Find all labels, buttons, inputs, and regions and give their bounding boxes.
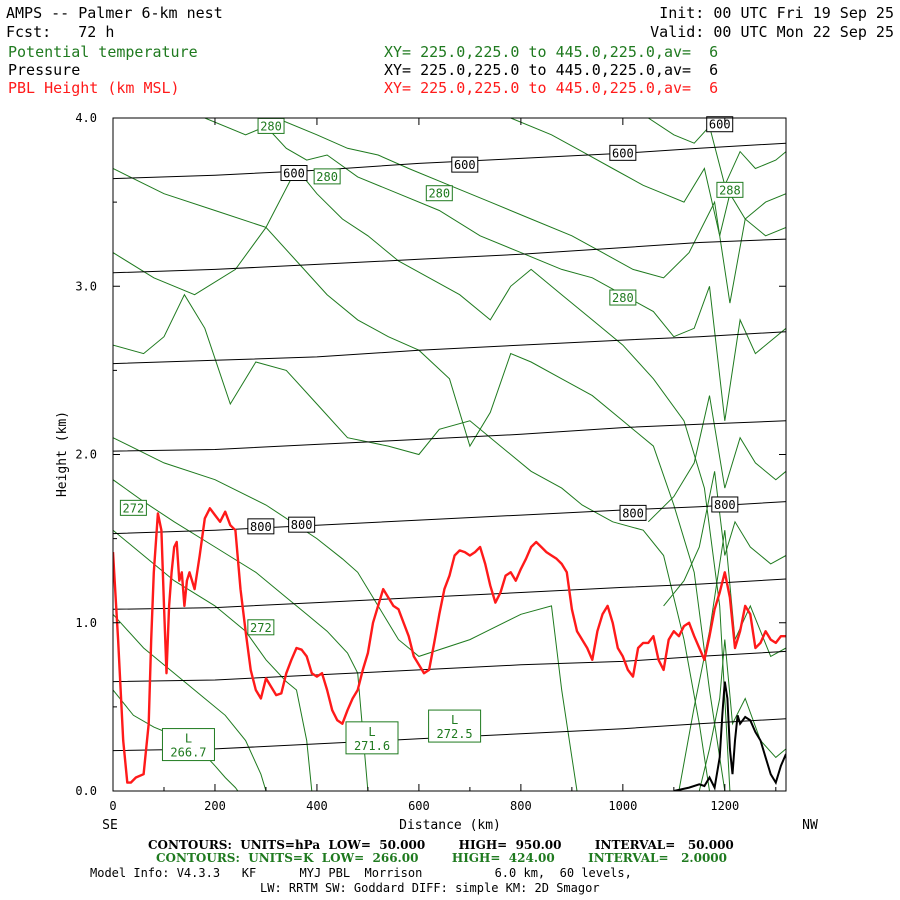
legend-pressure-name: Pressure bbox=[8, 61, 81, 79]
footer-model-info: Model Info: V4.3.3 KF MYJ PBL Morrison 6… bbox=[90, 866, 632, 880]
y-tick-label: 3.0 bbox=[75, 279, 97, 293]
pressure-contour-2 bbox=[113, 578, 786, 610]
theta-contour-6 bbox=[113, 226, 726, 791]
pressure-label-3-text: 800 bbox=[714, 498, 736, 512]
legend-theta-name: Potential temperature bbox=[8, 43, 198, 61]
valid-time: Valid: 00 UTC Mon 22 Sep 25 bbox=[650, 23, 894, 41]
theta-label-3-text: 280 bbox=[612, 291, 634, 305]
x-tick-label: 400 bbox=[306, 799, 328, 813]
theta-contour-12 bbox=[698, 639, 786, 791]
theta-minimum-letter: L bbox=[451, 713, 458, 727]
plot-frame bbox=[112, 117, 787, 792]
theta-minimum-letter: L bbox=[368, 725, 375, 739]
theta-label-2: 280 bbox=[425, 185, 453, 202]
theta-contour-13 bbox=[678, 530, 786, 791]
cross-section-chart: 800 800 800 800 600 600 600 600 280 280 280 280 288 2… bbox=[55, 111, 818, 833]
pressure-contour-1 bbox=[113, 650, 786, 683]
pressure-label-4-text: 600 bbox=[283, 167, 305, 181]
x-tick-label: 600 bbox=[408, 799, 430, 813]
pressure-label-6-text: 600 bbox=[612, 146, 634, 160]
theta-label-6: 272 bbox=[247, 619, 275, 636]
pressure-label-6: 600 bbox=[609, 144, 637, 161]
y-tick-label: 1.0 bbox=[75, 616, 97, 630]
y-axis-label: Height (km) bbox=[55, 411, 70, 497]
pressure-label-4: 600 bbox=[280, 165, 308, 182]
theta-contour-8 bbox=[204, 118, 786, 421]
theta-minimum-value: 272.5 bbox=[437, 727, 473, 741]
x-tick-label: 800 bbox=[510, 799, 532, 813]
theta-contour-9 bbox=[276, 118, 786, 304]
pressure-contour-4 bbox=[113, 420, 786, 452]
pressure-label-3: 800 bbox=[711, 496, 739, 513]
theta-label-2-text: 280 bbox=[428, 187, 450, 201]
theta-label-4: 288 bbox=[716, 181, 744, 198]
theta-label-1-text: 280 bbox=[316, 170, 338, 184]
pressure-label-7: 600 bbox=[706, 116, 734, 133]
pressure-contour-5 bbox=[113, 331, 786, 365]
x-left-end-label: SE bbox=[102, 818, 118, 833]
forecast-hour: Fcst: 72 h bbox=[6, 23, 115, 41]
x-tick-label: 0 bbox=[109, 799, 116, 813]
pressure-label-5: 600 bbox=[451, 156, 479, 173]
x-tick-label: 200 bbox=[204, 799, 226, 813]
y-tick-label: 4.0 bbox=[75, 111, 97, 125]
pressure-label-7-text: 600 bbox=[709, 118, 731, 132]
theta-contour-7 bbox=[113, 167, 731, 791]
pressure-label-5-text: 600 bbox=[454, 158, 476, 172]
y-tick-label: 0.0 bbox=[75, 784, 97, 798]
theta-contour-14 bbox=[663, 471, 786, 607]
theta-label-0-text: 280 bbox=[260, 119, 282, 133]
legend-pbl-xsec: XY= 225.0,225.0 to 445.0,225.0,av= 6 bbox=[384, 79, 719, 97]
theta-label-5: 272 bbox=[119, 499, 147, 516]
pressure-contour-3 bbox=[113, 501, 786, 535]
theta-minimum-value: 271.6 bbox=[354, 739, 390, 753]
pressure-label-0-text: 800 bbox=[250, 520, 272, 534]
pressure-contour-6 bbox=[113, 238, 786, 274]
init-time: Init: 00 UTC Fri 19 Sep 25 bbox=[659, 4, 894, 22]
theta-contour-10 bbox=[510, 118, 786, 236]
theta-label-5-text: 272 bbox=[123, 501, 145, 515]
pressure-contour-7 bbox=[113, 142, 786, 180]
terrain-line bbox=[673, 681, 786, 791]
pressure-label-2: 800 bbox=[619, 504, 647, 521]
x-tick-label: 1200 bbox=[710, 799, 739, 813]
theta-label-3: 280 bbox=[609, 289, 637, 306]
theta-contour-2 bbox=[113, 529, 313, 791]
pressure-label-0: 800 bbox=[247, 518, 275, 535]
theta-contour-5 bbox=[113, 293, 710, 791]
theta-contour-4 bbox=[113, 437, 578, 791]
pressure-label-1-text: 800 bbox=[291, 518, 313, 532]
pressure-label-2-text: 800 bbox=[622, 506, 644, 520]
theta-label-0: 280 bbox=[257, 117, 285, 134]
legend-pbl-name: PBL Height (km MSL) bbox=[8, 79, 180, 97]
theta-contour-15 bbox=[647, 395, 786, 523]
theta-label-4-text: 288 bbox=[719, 183, 741, 197]
footer-physics-info: LW: RRTM SW: Goddard DIFF: simple KM: 2D… bbox=[260, 881, 600, 895]
pbl-height-line bbox=[113, 507, 786, 784]
theta-minimum-value: 266.7 bbox=[170, 746, 206, 760]
x-right-end-label: NW bbox=[802, 818, 818, 833]
theta-contour-3 bbox=[113, 479, 369, 791]
x-tick-label: 1000 bbox=[608, 799, 637, 813]
legend-theta-xsec: XY= 225.0,225.0 to 445.0,225.0,av= 6 bbox=[384, 43, 719, 61]
theta-contour-1 bbox=[113, 613, 267, 791]
theta-label-1: 280 bbox=[313, 168, 341, 185]
legend-pressure-xsec: XY= 225.0,225.0 to 445.0,225.0,av= 6 bbox=[384, 61, 719, 79]
y-tick-label: 2.0 bbox=[75, 448, 97, 462]
footer-theta-contours: CONTOURS: UNITS=K LOW= 266.00 HIGH= 424.… bbox=[156, 851, 727, 865]
footer-pressure-contours: CONTOURS: UNITS=hPa LOW= 50.000 HIGH= 95… bbox=[148, 838, 734, 852]
theta-minimum-letter: L bbox=[185, 732, 192, 746]
pressure-label-1: 800 bbox=[288, 516, 316, 533]
theta-label-6-text: 272 bbox=[250, 621, 272, 635]
chart-title: AMPS -- Palmer 6-km nest bbox=[6, 4, 223, 22]
x-axis-label: Distance (km) bbox=[399, 818, 501, 833]
